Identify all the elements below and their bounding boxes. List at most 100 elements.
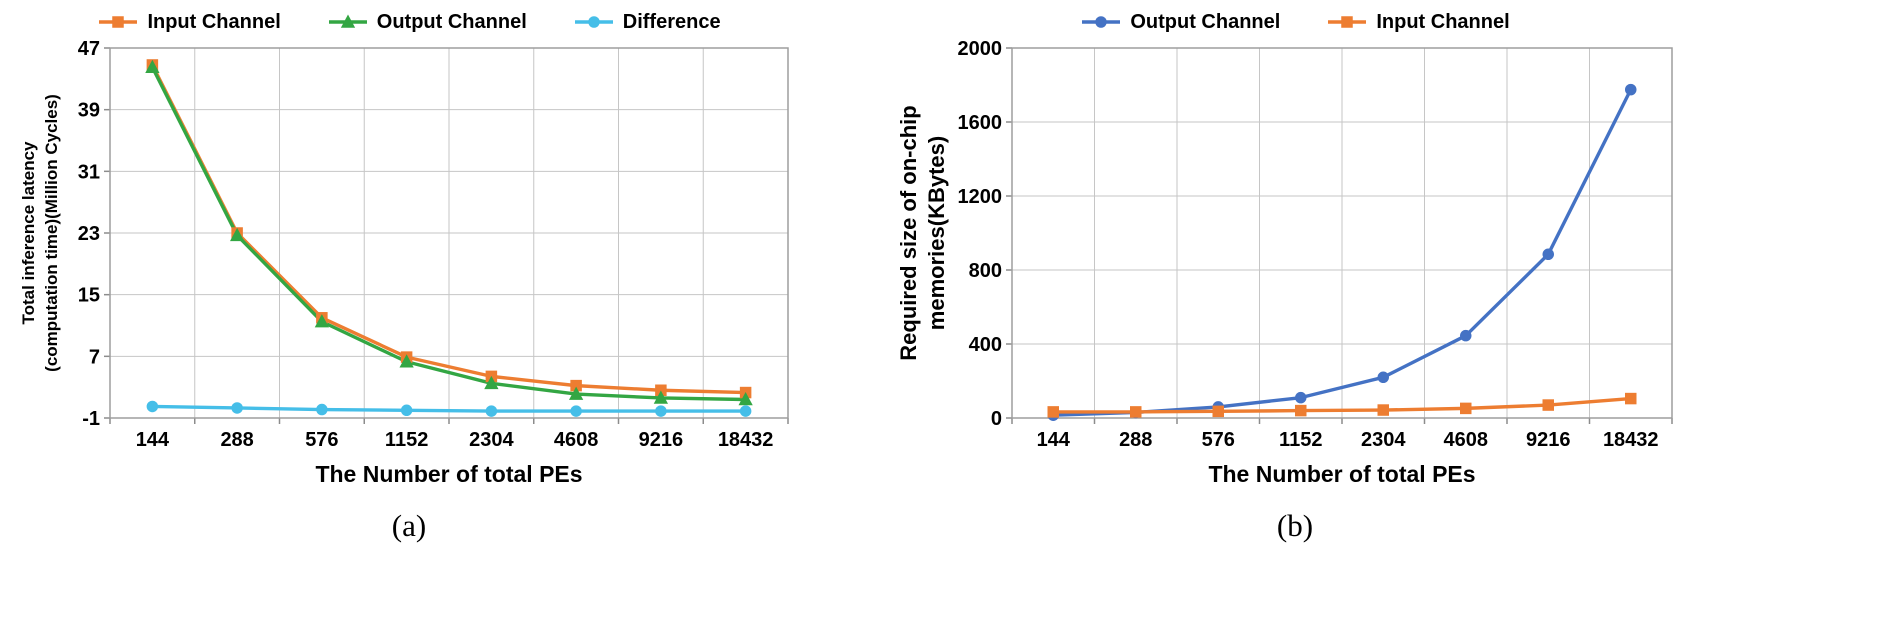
x-tick-label: 1152 xyxy=(1279,429,1322,451)
circle-marker-icon xyxy=(1082,16,1121,28)
square-marker-icon xyxy=(1341,16,1354,28)
data-point-difference xyxy=(739,405,752,417)
x-tick-label: 1152 xyxy=(385,429,428,451)
data-point-difference xyxy=(655,405,667,417)
circle-marker-icon xyxy=(1095,16,1108,28)
x-tick-label: 288 xyxy=(220,429,253,451)
y-axis-title-line: Total inference latency xyxy=(19,141,38,325)
series-line-input-channel xyxy=(1051,396,1633,414)
chart-b-figure: Output Channel Input Channel 0 400 800 1200 1… xyxy=(890,6,1700,544)
chart-b-legend: Output Channel Input Channel xyxy=(1080,6,1510,38)
figure-panel: Input Channel Output Channel Difference -1… xyxy=(14,6,1700,544)
data-point-output-channel xyxy=(145,59,160,74)
data-point-output-channel xyxy=(1542,248,1554,261)
data-point-difference xyxy=(570,405,582,417)
legend-label: Difference xyxy=(622,10,721,33)
data-point-input-channel xyxy=(1295,404,1307,417)
x-tick-label: 4608 xyxy=(1444,429,1489,451)
legend-item-input-channel: Input Channel xyxy=(97,10,281,34)
y-tick-label: 15 xyxy=(78,285,100,307)
y-tick-label: 800 xyxy=(969,260,1002,282)
legend-item-input-channel: Input Channel xyxy=(1326,10,1510,34)
x-tick-label: 144 xyxy=(136,429,170,451)
y-axis-title-line: Required size of on-chip xyxy=(896,105,921,360)
data-point-output-channel xyxy=(568,386,584,400)
x-tick-label: 9216 xyxy=(639,429,684,451)
legend-label: Input Channel xyxy=(1376,10,1510,33)
data-point-input-channel xyxy=(570,379,582,392)
y-tick-label: 1200 xyxy=(958,186,1003,208)
data-point-output-channel xyxy=(1460,329,1472,342)
y-axis-title-line: (computation time)(Million Cycles) xyxy=(42,94,61,372)
data-point-input-channel xyxy=(1047,406,1059,418)
data-point-input-channel xyxy=(655,384,667,396)
plot-border xyxy=(109,47,789,419)
data-point-input-channel xyxy=(1542,399,1554,411)
x-tick-label: 576 xyxy=(1202,429,1235,451)
data-point-difference xyxy=(231,402,243,414)
y-tick-label: 47 xyxy=(78,38,100,60)
series-line-output-channel xyxy=(150,65,748,402)
legend-label: Output Channel xyxy=(376,10,527,33)
data-point-input-channel xyxy=(1130,406,1142,418)
y-tick-label: 1600 xyxy=(958,112,1003,134)
data-point-output-channel xyxy=(653,390,669,404)
chart-a-caption: (a) xyxy=(391,508,427,543)
data-point-input-channel xyxy=(1212,405,1224,418)
y-tick-label: 23 xyxy=(78,223,100,245)
chart-a-legend: Input Channel Output Channel Difference xyxy=(97,6,721,38)
x-tick-label: 2304 xyxy=(1361,429,1406,451)
legend-item-output-channel: Output Channel xyxy=(1080,11,1280,34)
data-point-output-channel xyxy=(1295,391,1307,404)
y-tick-label: 7 xyxy=(89,346,100,368)
chart-b-caption: (b) xyxy=(1276,508,1314,543)
y-tick-label: 400 xyxy=(969,334,1002,356)
data-point-output-channel xyxy=(1377,371,1389,384)
data-point-difference xyxy=(316,403,328,416)
y-axis-title-line: memories(KBytes) xyxy=(924,136,949,330)
circle-marker-icon xyxy=(574,16,613,28)
data-point-input-channel xyxy=(1625,392,1637,405)
y-tick-label: 31 xyxy=(78,161,100,183)
x-axis-title: The Number of total PEs xyxy=(315,461,582,487)
legend-label: Input Channel xyxy=(147,10,281,33)
data-point-output-channel xyxy=(399,354,414,368)
chart-a-plot: -1 7 15 23 31 39 47 144 288 576 1152 2304 4608 9216 18… xyxy=(19,38,789,487)
triangle-marker-icon xyxy=(328,14,367,28)
square-marker-icon xyxy=(99,16,138,28)
data-point-output-channel xyxy=(314,314,330,328)
x-tick-label: 18432 xyxy=(1603,429,1659,451)
chart-b-plot: 0 400 800 1200 1600 2000 144 288 576 1152 2304 4608… xyxy=(896,38,1673,487)
x-tick-label: 576 xyxy=(305,429,338,451)
series-line-input-channel xyxy=(150,63,748,395)
square-marker-icon xyxy=(112,16,125,28)
y-tick-label: 2000 xyxy=(958,38,1003,60)
triangle-marker-icon xyxy=(340,14,355,28)
square-marker-icon xyxy=(1328,16,1367,28)
x-tick-label: 288 xyxy=(1119,429,1152,451)
data-point-output-channel xyxy=(738,392,753,406)
x-axis-title: The Number of total PEs xyxy=(1208,461,1475,487)
data-point-input-channel xyxy=(1460,402,1472,415)
data-point-difference xyxy=(400,404,413,417)
x-tick-label: 4608 xyxy=(554,429,599,451)
x-tick-label: 144 xyxy=(1037,429,1071,451)
chart-a-figure: Input Channel Output Channel Difference -1… xyxy=(14,6,804,544)
data-point-difference xyxy=(146,400,159,413)
series-line-difference xyxy=(150,404,748,413)
y-tick-label: 39 xyxy=(78,100,100,122)
y-tick-label: 0 xyxy=(991,408,1002,430)
data-point-output-channel xyxy=(1625,83,1637,96)
data-point-output-channel xyxy=(229,227,245,242)
data-point-output-channel xyxy=(484,375,499,390)
y-tick-label: -1 xyxy=(82,408,100,430)
x-tick-label: 2304 xyxy=(469,429,514,451)
legend-label: Output Channel xyxy=(1130,10,1281,33)
x-tick-label: 9216 xyxy=(1526,429,1571,451)
data-point-difference xyxy=(485,405,498,417)
legend-item-output-channel: Output Channel xyxy=(327,11,527,34)
circle-marker-icon xyxy=(588,16,600,28)
legend-item-difference: Difference xyxy=(573,11,721,34)
data-point-input-channel xyxy=(1377,404,1389,416)
x-tick-label: 18432 xyxy=(718,429,774,451)
